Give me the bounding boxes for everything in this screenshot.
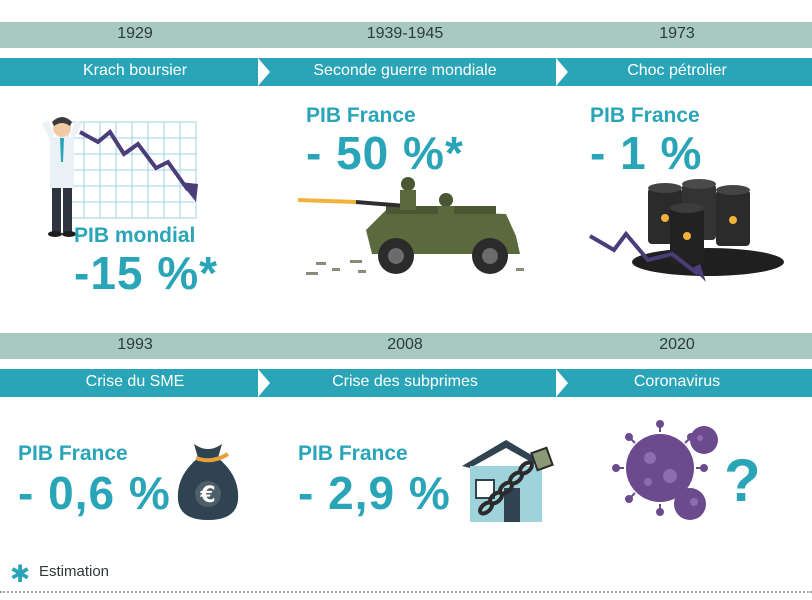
year-1973: 1973	[659, 25, 695, 42]
subprimes-label: PIB France	[298, 442, 408, 465]
event-seconde-guerre: Seconde guerre mondiale	[313, 62, 497, 79]
virus-icon	[612, 420, 718, 520]
sme-label: PIB France	[18, 442, 128, 465]
year-band-bottom: 1993 2008 2020	[0, 333, 812, 359]
year-2020: 2020	[659, 336, 695, 353]
oil-barrels-icon	[588, 179, 784, 282]
falling-chart-icon	[67, 121, 198, 219]
event-band-top: Krach boursier Seconde guerre mondiale C…	[0, 58, 812, 86]
year-1939-1945: 1939-1945	[366, 25, 444, 42]
chevron-right-icon	[556, 58, 568, 86]
year-band-top: 1929 1939-1945 1973	[0, 22, 812, 48]
year-1993: 1993	[117, 336, 153, 353]
guerre-label: PIB France	[306, 104, 416, 127]
chevron-right-icon	[258, 369, 270, 397]
sme-value: - 0,6 %	[18, 467, 171, 519]
asterisk-icon: ✱	[10, 561, 31, 588]
event-crise-subprimes: Crise des subprimes	[332, 373, 478, 390]
event-krach-boursier: Krach boursier	[82, 62, 188, 79]
military-jeep-icon	[298, 177, 524, 275]
stressed-man-icon	[42, 117, 82, 237]
krach-label: PIB mondial	[74, 224, 196, 247]
svg-text:€: €	[199, 483, 215, 508]
money-bag-icon: €	[177, 444, 239, 520]
krach-value: -15 %*	[74, 247, 219, 299]
petrole-value: - 1 %	[590, 127, 703, 179]
footnote-text: Estimation	[39, 563, 110, 580]
petrole-label: PIB France	[590, 104, 700, 127]
event-coronavirus: Coronavirus	[633, 373, 721, 390]
chevron-right-icon	[258, 58, 270, 86]
event-band-bottom: Crise du SME Crise des subprimes Coronav…	[0, 369, 812, 397]
event-crise-sme: Crise du SME	[85, 373, 185, 390]
coronavirus-question-mark: ?	[724, 447, 762, 514]
dotted-divider	[0, 591, 812, 593]
subprimes-value: - 2,9 %	[298, 467, 451, 519]
guerre-value: - 50 %*	[306, 127, 464, 179]
event-choc-petrolier: Choc pétrolier	[627, 62, 727, 79]
year-2008: 2008	[387, 336, 423, 353]
year-1929: 1929	[117, 25, 153, 42]
chained-house-icon	[462, 440, 554, 522]
chevron-right-icon	[556, 369, 568, 397]
